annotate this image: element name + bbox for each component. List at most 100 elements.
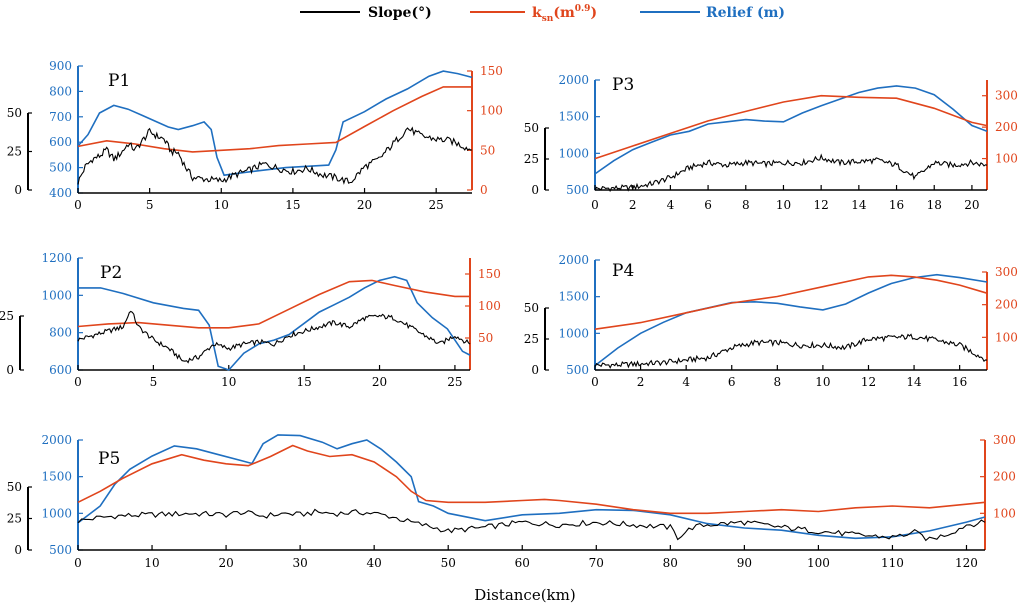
x-tick-label: 5	[150, 375, 158, 389]
legend-ksn-sub: sn	[542, 14, 554, 24]
slope-tick-label: 25	[524, 332, 539, 346]
x-tick-label: 0	[74, 198, 82, 212]
x-tick-label: 0	[591, 198, 599, 212]
x-tick-label: 60	[515, 556, 530, 570]
x-tick-label: 80	[663, 556, 678, 570]
panel-label-p3: P3	[612, 75, 634, 95]
x-tick-label: 120	[955, 556, 978, 570]
x-tick-label: 16	[952, 375, 967, 389]
x-axis-label: Distance(km)	[474, 586, 575, 604]
x-tick-label: 25	[447, 375, 462, 389]
relief-tick-label: 2000	[558, 253, 589, 267]
relief-tick-label: 800	[49, 84, 72, 98]
x-tick-label: 30	[292, 556, 307, 570]
legend-ksn-close: )	[590, 5, 597, 21]
ksn-tick-label: 0	[480, 183, 488, 197]
relief-tick-label: 700	[49, 110, 72, 124]
x-tick-label: 16	[889, 198, 904, 212]
panel-p2: P2 600 800 1000 1200 50 100 150 0 25 0 5 10 15 20 25	[0, 251, 501, 389]
slope-tick-label: 50	[524, 301, 539, 315]
x-tick-label: 20	[357, 198, 372, 212]
slope-line-p2	[77, 310, 471, 364]
x-tick-label: 20	[372, 375, 387, 389]
slope-tick-label: 50	[7, 480, 22, 494]
x-tick-label: 2	[637, 375, 645, 389]
ksn-tick-label: 200	[995, 298, 1018, 312]
x-tick-label: 10	[776, 198, 791, 212]
slope-tick-label: 25	[7, 512, 22, 526]
x-tick-label: 10	[144, 556, 159, 570]
x-tick-label: 15	[285, 198, 300, 212]
x-tick-label: 10	[221, 375, 236, 389]
ksn-tick-label: 200	[995, 120, 1018, 134]
relief-tick-label: 800	[49, 326, 72, 340]
slope-tick-label: 0	[531, 363, 539, 377]
relief-tick-label: 600	[49, 135, 72, 149]
relief-line-p5	[77, 434, 986, 540]
relief-tick-label: 900	[49, 59, 72, 73]
panel-label-p1: P1	[108, 71, 130, 91]
legend-ksn-open: (m	[553, 5, 575, 21]
ksn-tick-label: 150	[480, 64, 503, 78]
legend-ksn-k: k	[532, 5, 542, 21]
ksn-tick-label: 100	[995, 330, 1018, 344]
relief-tick-label: 1000	[41, 506, 72, 520]
x-tick-label: 15	[297, 375, 312, 389]
relief-tick-label: 1200	[41, 251, 72, 265]
x-tick-label: 20	[218, 556, 233, 570]
legend-ksn-sup: 0.9	[575, 4, 591, 14]
x-tick-label: 2	[629, 198, 637, 212]
x-tick-label: 20	[964, 198, 979, 212]
slope-tick-label: 25	[7, 145, 22, 159]
ksn-line-p1	[77, 86, 472, 153]
legend-label-slope: Slope(°)	[368, 5, 432, 21]
legend-label-ksn: ksn(m0.9)	[532, 4, 597, 24]
ksn-line-p3	[594, 94, 988, 160]
ksn-tick-label: 150	[478, 267, 501, 281]
x-tick-label: 12	[814, 198, 829, 212]
x-tick-label: 14	[851, 198, 867, 212]
legend-label-relief: Relief (m)	[706, 5, 785, 21]
x-tick-label: 4	[667, 198, 675, 212]
relief-tick-label: 2000	[558, 73, 589, 87]
ksn-tick-label: 50	[480, 143, 495, 157]
x-tick-label: 6	[704, 198, 712, 212]
relief-tick-label: 400	[49, 186, 72, 200]
relief-tick-label: 2000	[41, 433, 72, 447]
x-tick-label: 6	[728, 375, 736, 389]
panel-label-p5: P5	[98, 449, 120, 469]
x-tick-label: 50	[441, 556, 456, 570]
x-tick-label: 8	[742, 198, 750, 212]
ksn-tick-label: 200	[993, 470, 1016, 484]
x-tick-label: 25	[429, 198, 444, 212]
relief-line-p3	[594, 85, 988, 175]
slope-tick-label: 0	[531, 183, 539, 197]
ksn-tick-label: 300	[993, 433, 1016, 447]
x-tick-label: 10	[214, 198, 229, 212]
relief-tick-label: 500	[49, 543, 72, 557]
ksn-tick-label: 50	[478, 331, 493, 345]
x-tick-label: 70	[589, 556, 604, 570]
slope-line-p3	[594, 153, 988, 193]
ksn-tick-label: 300	[995, 89, 1018, 103]
panel-label-p4: P4	[612, 261, 634, 281]
x-tick-label: 0	[591, 375, 599, 389]
x-tick-label: 18	[927, 198, 942, 212]
ksn-line-p5	[77, 444, 986, 515]
x-tick-label: 10	[815, 375, 830, 389]
x-tick-label: 90	[737, 556, 752, 570]
ksn-line-p4	[594, 274, 988, 330]
ksn-tick-label: 300	[995, 265, 1018, 279]
x-tick-label: 12	[861, 375, 876, 389]
slope-line-p1	[77, 126, 473, 185]
x-tick-label: 0	[74, 556, 82, 570]
x-tick-label: 14	[906, 375, 922, 389]
relief-tick-label: 1000	[558, 146, 589, 160]
x-tick-label: 0	[74, 375, 82, 389]
